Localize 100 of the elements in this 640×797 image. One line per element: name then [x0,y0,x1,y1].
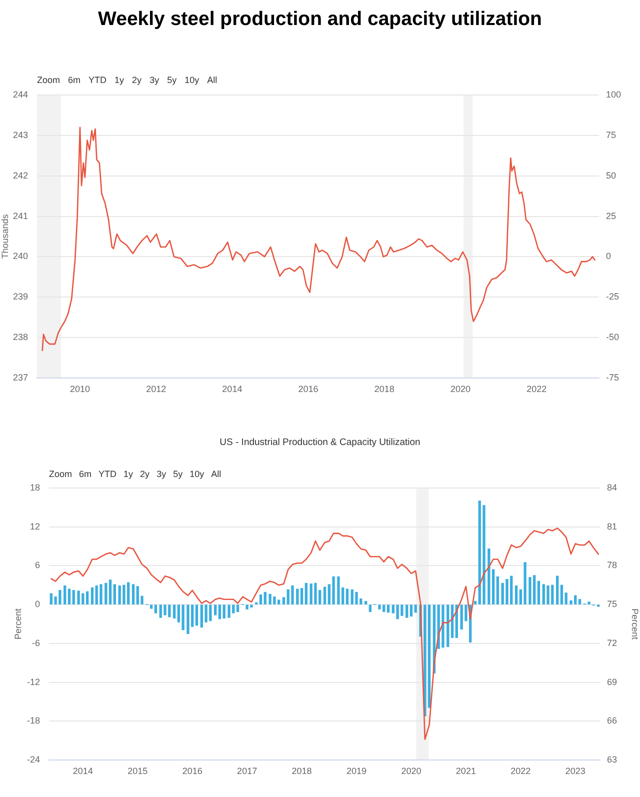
bar [68,588,71,604]
bar [150,604,153,609]
bar [222,604,226,618]
bar [537,580,540,604]
bar [164,604,166,616]
bar [291,585,294,604]
x-tick-label: 2018 [374,384,394,394]
bar [108,580,112,604]
bar [314,582,317,604]
y-tick-label: 237 [12,372,28,382]
bar [218,604,222,620]
y-tick-label: 6 [34,560,40,570]
y-tick-label: 239 [12,292,28,302]
text: 6m [79,469,92,479]
bar [346,588,349,604]
bar [514,585,518,604]
bar [446,604,450,647]
y2-tick-label: -50 [606,332,620,342]
bar [488,548,490,604]
bar [186,604,190,634]
bar [182,604,184,630]
y2-axis-title: Percent [630,608,640,640]
bar [378,604,381,610]
bar [228,604,230,618]
bar [355,592,358,604]
bar [277,600,280,604]
text: YTD [98,469,117,479]
bar [236,604,240,612]
x-tick-label: 2020 [401,766,422,776]
text: 10y [190,469,204,479]
bar [442,604,444,648]
text: 1y [124,469,134,479]
bar [300,588,304,604]
bar [428,604,431,708]
x-tick-label: 2021 [456,766,476,776]
bar [560,584,564,604]
y2-tick-label: 81 [607,521,618,532]
bar [556,576,559,604]
y-tick-label: 244 [12,89,28,100]
y2-tick-label: 72 [607,638,618,648]
bar [259,594,262,604]
x-tick-label: 2018 [292,766,312,776]
bar [264,592,266,604]
y-axis-title: Percent [12,608,23,640]
text: YTD [88,75,107,85]
bar [214,604,217,616]
x-tick-label: 2017 [237,766,258,776]
y2-tick-label: 75 [607,599,618,610]
x-tick-label: 2015 [128,766,148,776]
text: 2y [132,75,142,85]
y2-tick-label: 66 [607,716,618,726]
bar [72,590,75,604]
y-tick-label: 242 [12,170,28,180]
text: 6m [68,75,81,85]
text: 5y [167,75,177,85]
bar [50,593,53,604]
text: 3y [150,75,160,85]
bar [474,601,477,604]
text: All [207,75,218,85]
y-tick-label: -24 [26,754,40,764]
bar [304,582,308,604]
x-tick-label: 2014 [222,384,242,394]
text: Zoom [37,75,60,85]
y-tick-label: -6 [32,638,40,648]
x-tick-label: 2016 [298,384,318,394]
text: 10y [184,75,200,85]
chart-title: US - Industrial Production & Capacity Utilization [218,437,422,448]
y2-tick-label: 0 [606,251,612,262]
bar [588,602,590,604]
y-tick-label: 241 [12,210,28,221]
bar [546,585,550,604]
bar [113,584,116,604]
x-tick-label: 2019 [346,766,367,776]
text: 1y [114,75,124,85]
text: 2y [140,469,150,479]
text: Zoom [49,469,72,479]
x-tick-label: 2022 [510,766,531,776]
x-tick-label: 2014 [72,766,93,776]
bar [406,604,408,618]
bar [337,576,340,604]
bar [368,604,372,612]
y2-tick-label: 25 [606,210,616,221]
bar [195,604,198,626]
x-tick-label: 2012 [146,384,166,394]
y2-tick-label: 50 [606,170,616,180]
y-tick-label: 18 [30,482,40,492]
bar [506,578,508,604]
y-tick-label: 240 [12,251,28,262]
y2-tick-label: 69 [607,676,618,687]
y-tick-label: 12 [30,521,40,532]
y-tick-label: -12 [26,676,40,687]
y2-tick-label: 75 [606,130,616,140]
x-tick-label: 2020 [450,384,471,394]
bar [578,599,582,604]
bar [386,604,390,613]
y2-tick-label: 100 [606,89,622,100]
x-tick-label: 2022 [526,384,547,394]
bar [172,604,176,618]
bar [64,585,66,604]
y2-tick-label: 63 [607,754,618,764]
